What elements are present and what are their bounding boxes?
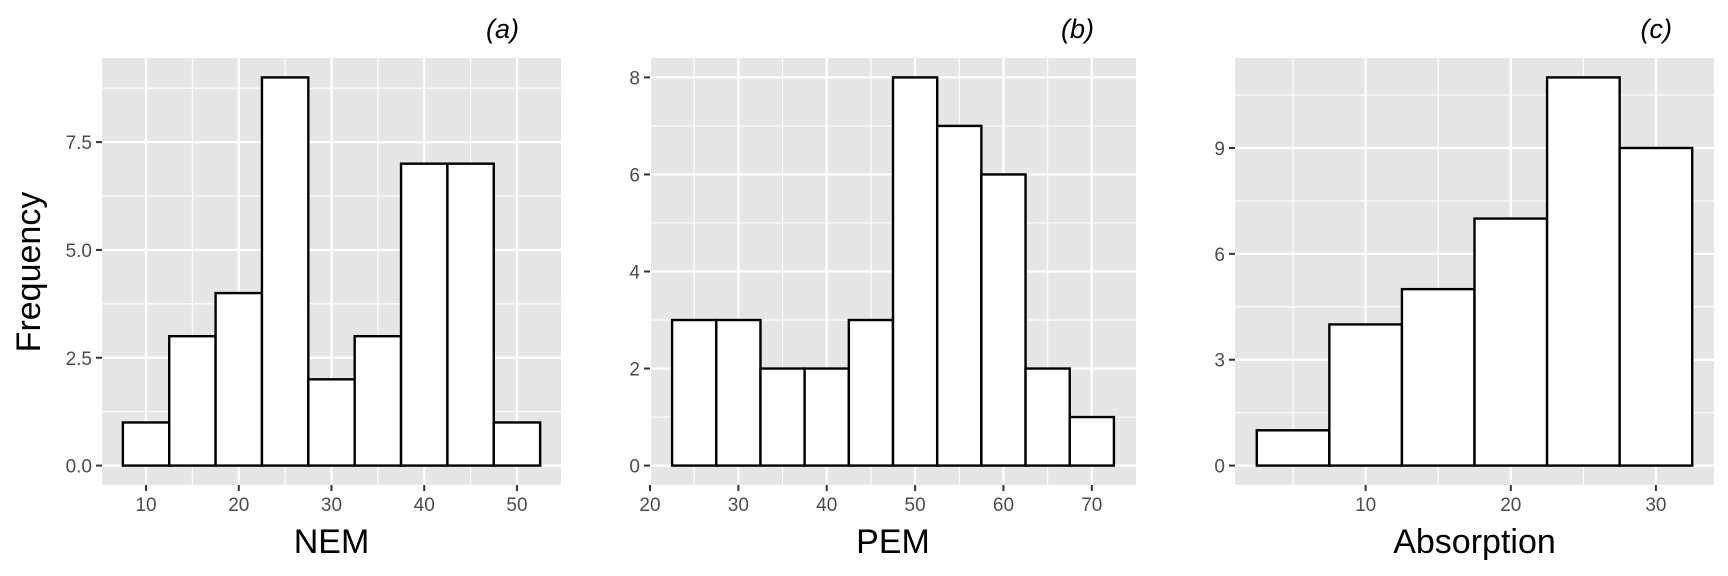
y-tick-label: 5.0 xyxy=(66,241,92,262)
histogram-bar xyxy=(1255,429,1331,467)
panel-tag: (a) xyxy=(486,14,519,44)
histogram-panel: 10 20 30 0 3 6 9 Absorption (c) xyxy=(1214,14,1714,561)
y-tick-label: 3 xyxy=(1214,351,1225,372)
histogram-bar xyxy=(803,367,851,467)
panel-tag: (c) xyxy=(1641,14,1672,44)
x-tick-label: 50 xyxy=(905,495,926,516)
x-tick-label: 10 xyxy=(1355,495,1376,516)
y-axis-title: Frequency xyxy=(10,192,48,353)
histogram-bar xyxy=(214,291,264,467)
x-tick-label: 30 xyxy=(1645,495,1666,516)
histogram-bar xyxy=(353,334,403,467)
histogram-bar xyxy=(260,76,310,467)
y-tick-label: 0 xyxy=(629,457,640,478)
y-tick-label: 6 xyxy=(629,165,640,186)
x-tick-label: 40 xyxy=(816,495,837,516)
histogram-bar xyxy=(670,318,718,467)
histogram-bar xyxy=(715,318,762,467)
histogram-bar xyxy=(492,421,542,467)
x-tick-label: 60 xyxy=(993,495,1014,516)
y-tick-label: 0 xyxy=(1214,457,1225,478)
histogram-bar xyxy=(1328,323,1404,467)
y-tick-label: 0.0 xyxy=(66,457,92,478)
histogram-bar xyxy=(121,421,171,467)
x-tick-label: 20 xyxy=(1500,495,1521,516)
x-axis-title: Absorption xyxy=(1393,523,1556,561)
x-tick-label: 30 xyxy=(321,495,342,516)
histogram-bar xyxy=(935,124,983,467)
y-tick-label: 7.5 xyxy=(66,133,92,154)
x-tick-label: 20 xyxy=(639,495,660,516)
histogram-bar xyxy=(446,162,495,467)
x-tick-label: 20 xyxy=(228,495,249,516)
histogram-bar xyxy=(1068,415,1116,467)
x-tick-label: 30 xyxy=(728,495,749,516)
histogram-bar xyxy=(1473,217,1549,467)
x-tick-label: 10 xyxy=(135,495,156,516)
histogram-bar xyxy=(399,162,449,467)
histogram-bar xyxy=(1024,367,1071,467)
y-tick-label: 8 xyxy=(629,68,640,89)
histogram-bar xyxy=(1400,287,1476,467)
histogram-bar xyxy=(1618,146,1694,467)
y-tick-label: 2 xyxy=(629,360,640,381)
histogram-bar xyxy=(980,173,1027,467)
x-tick-label: 70 xyxy=(1081,495,1102,516)
histogram-bar xyxy=(307,378,356,467)
histogram-bar xyxy=(1545,76,1621,467)
histogram-bar xyxy=(891,76,939,467)
x-axis-title: NEM xyxy=(294,523,370,561)
y-tick-label: 4 xyxy=(629,263,640,284)
y-tick-label: 6 xyxy=(1214,245,1225,266)
histogram-panel: 20 30 40 50 60 70 0 2 4 6 8 PEM (b) xyxy=(629,14,1136,561)
x-tick-label: 50 xyxy=(506,495,527,516)
y-tick-label: 2.5 xyxy=(66,349,92,370)
x-axis-title: PEM xyxy=(856,523,930,561)
panel-tag: (b) xyxy=(1061,14,1094,44)
y-tick-label: 9 xyxy=(1214,139,1225,160)
histogram-bar xyxy=(847,318,895,467)
x-tick-label: 40 xyxy=(414,495,435,516)
histogram-bar xyxy=(759,367,806,467)
histogram-bar xyxy=(168,334,217,467)
histogram-panel: 10 20 30 40 50 0.0 2.5 5.0 7.5 NEM (a) xyxy=(66,14,561,561)
